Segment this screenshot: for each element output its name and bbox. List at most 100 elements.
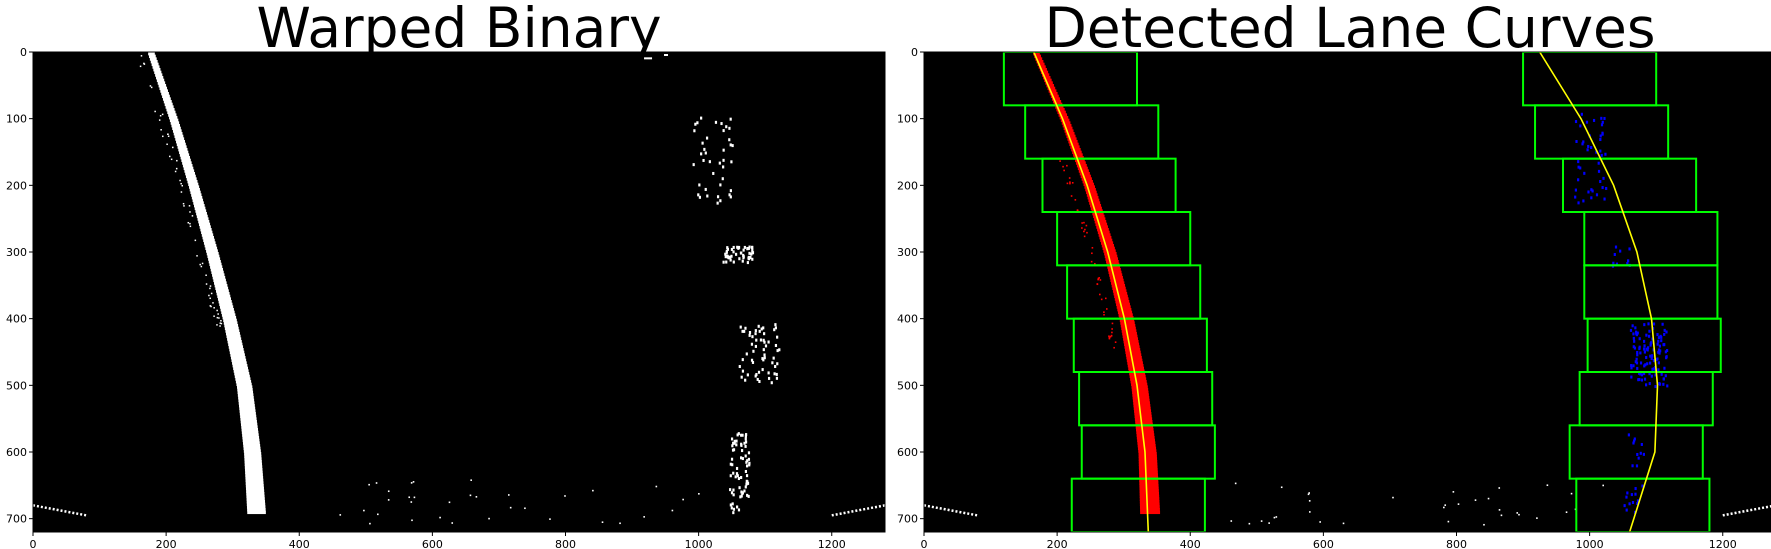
- noise-pixel: [1474, 499, 1477, 501]
- left-lane-pixels: [244, 454, 262, 459]
- right-lane-pixel: [1657, 336, 1661, 340]
- left-lane-pixels: [193, 201, 204, 205]
- left-lane-pixels: [200, 228, 212, 232]
- right-lane-blob-pixel: [719, 183, 722, 187]
- stray-pixel: [664, 54, 669, 56]
- left-lane-pixels: [1100, 238, 1113, 243]
- right-lane-blob-pixel: [712, 171, 715, 175]
- right-lane-blob-pixel: [730, 160, 733, 164]
- left-lane-pixels: [1051, 97, 1060, 101]
- left-lane-pixels: [245, 486, 264, 491]
- left-lane-pixels: [1039, 68, 1047, 72]
- left-lane-pixels: [246, 497, 265, 501]
- right-lane-pixel: [1648, 382, 1651, 386]
- right-lane-blob-pixel: [735, 443, 738, 447]
- left-lane-pixels: [161, 92, 169, 96]
- right-lane-blob-pixel: [721, 177, 724, 181]
- right-lane-pixel: [1661, 322, 1664, 326]
- left-lane-pixels: [1134, 414, 1152, 419]
- right-lane-blob-pixel: [744, 485, 747, 489]
- left-lane-speckle: [167, 135, 170, 138]
- image-area: [924, 52, 1771, 532]
- y-tick-label: 0: [911, 46, 918, 59]
- left-lane-pixels: [235, 377, 251, 381]
- right-lane-pixel: [1639, 372, 1642, 376]
- right-lane-pixel: [1643, 377, 1647, 381]
- left-lane-pixels: [1099, 236, 1112, 240]
- left-lane-pixels: [240, 414, 257, 419]
- left-lane-pixels: [207, 254, 220, 259]
- right-lane-blob-pixel: [740, 494, 743, 498]
- left-lane-pixels: [1137, 446, 1157, 451]
- right-lane-blob-pixel: [746, 481, 750, 485]
- left-lane-speckle: [1066, 182, 1069, 185]
- right-lane-pixel: [1632, 336, 1635, 340]
- left-lane-pixels: [246, 500, 266, 504]
- right-lane-blob-pixel: [774, 365, 777, 369]
- noise-pixel: [469, 494, 472, 497]
- left-lane-speckle: [1091, 252, 1093, 255]
- left-lane-pixels: [1132, 390, 1149, 395]
- right-lane-pixel: [1643, 364, 1646, 368]
- left-lane-pixels: [1098, 233, 1111, 237]
- right-lane-pixel: [1579, 166, 1582, 170]
- right-lane-pixel: [1642, 452, 1645, 456]
- left-lane-speckle: [1074, 199, 1077, 201]
- left-lane-pixels: [1034, 54, 1042, 59]
- right-lane-pixel: [1663, 366, 1666, 370]
- noise-pixel: [339, 514, 342, 516]
- right-lane-blob-pixel: [761, 368, 764, 372]
- right-lane-pixel: [1587, 190, 1590, 194]
- corner-streak-left: [924, 504, 978, 517]
- right-lane-blob-pixel: [703, 147, 706, 151]
- right-lane-blob-pixel: [762, 338, 765, 342]
- left-lane-pixels: [1035, 57, 1043, 61]
- left-lane-pixels: [154, 70, 162, 75]
- left-lane-pixels: [240, 417, 257, 421]
- right-lane-blob-pixel: [745, 464, 749, 468]
- left-lane-pixels: [169, 116, 178, 120]
- right-lane-pixel: [1640, 378, 1644, 382]
- right-lane-pixel: [1658, 344, 1662, 348]
- noise-pixel: [1230, 520, 1233, 522]
- right-lane-blob-pixel: [735, 472, 739, 476]
- left-lane-speckle: [1108, 337, 1111, 339]
- left-lane-pixels: [1114, 294, 1128, 299]
- left-lane-pixels: [210, 268, 224, 272]
- right-lane-pixel: [1623, 504, 1626, 508]
- left-lane-pixels: [226, 334, 241, 339]
- left-lane-pixels: [1140, 510, 1161, 515]
- right-lane-blob-pixel: [732, 245, 735, 249]
- left-lane-pixels: [205, 246, 218, 251]
- right-lane-pixel: [1664, 350, 1667, 354]
- left-lane-speckle: [1071, 182, 1074, 184]
- noise-pixel: [1392, 496, 1394, 499]
- corner-streak-right: [1722, 505, 1771, 517]
- right-lane-blob-pixel: [704, 187, 707, 191]
- right-lane-blob-pixel: [747, 457, 751, 461]
- left-lane-pixels: [245, 481, 264, 485]
- right-lane-pixel: [1644, 363, 1647, 367]
- right-lane-pixel: [1660, 335, 1663, 339]
- left-lane-pixels: [235, 380, 252, 384]
- right-lane-blob-pixel: [746, 459, 749, 463]
- right-lane-pixel: [1662, 377, 1665, 381]
- noise-pixel: [1319, 521, 1321, 523]
- right-lane-blob-pixel: [751, 257, 754, 261]
- left-lane-pixels: [236, 382, 252, 387]
- left-lane-speckle: [154, 110, 156, 113]
- left-lane-pixels: [167, 110, 176, 115]
- right-lane-pixel: [1639, 351, 1642, 355]
- right-lane-blob-pixel: [762, 326, 765, 330]
- left-lane-pixels: [195, 209, 207, 213]
- right-lane-blob-pixel: [758, 380, 761, 384]
- left-lane-pixels: [1083, 182, 1094, 187]
- left-lane-speckle: [216, 316, 219, 319]
- right-lane-pixel: [1586, 148, 1589, 152]
- left-lane-pixels: [1033, 52, 1040, 56]
- right-lane-blob-pixel: [759, 338, 763, 342]
- left-lane-pixels: [1081, 177, 1092, 181]
- right-lane-blob-pixel: [728, 193, 731, 197]
- left-lane-pixels: [1138, 457, 1158, 461]
- left-lane-pixels: [1089, 201, 1101, 205]
